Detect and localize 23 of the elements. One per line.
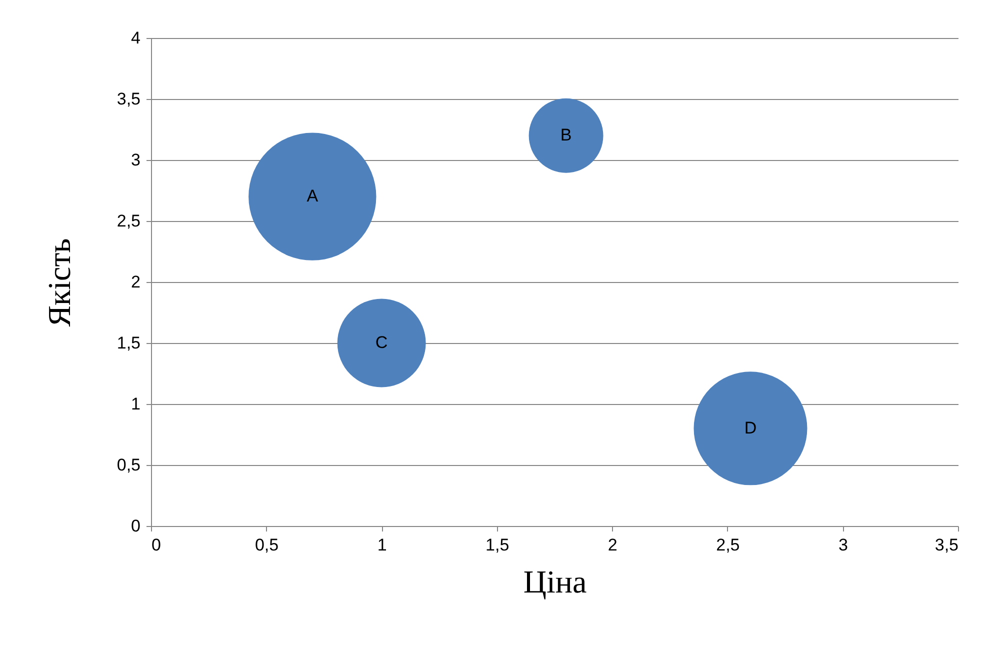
x-tick-label: 0	[152, 536, 161, 554]
series-label: D	[744, 418, 757, 438]
x-tick-label: 2,5	[716, 536, 740, 554]
series-label: B	[560, 126, 572, 145]
y-tick-label: 0	[131, 516, 140, 536]
y-tick-label: 1,5	[116, 334, 140, 352]
x-tick-label: 3,5	[934, 536, 958, 554]
x-axis-title: Ціна	[523, 564, 587, 600]
x-tick-label: 1	[377, 536, 387, 554]
y-tick-label: 0,5	[116, 456, 140, 474]
y-tick-label: 1	[131, 394, 140, 414]
x-tick-label: 2	[608, 536, 618, 554]
y-tick-label: 4	[131, 28, 140, 48]
x-tick-label: 0,5	[254, 536, 279, 554]
y-axis-title: Якість	[40, 238, 77, 327]
x-tick-label: 1,5	[486, 536, 510, 554]
y-tick-label: 2,5	[116, 212, 140, 230]
y-tick-label: 3	[131, 150, 140, 170]
y-tick-label: 2	[131, 272, 140, 292]
y-tick-label: 3,5	[116, 90, 140, 108]
series-label: A	[306, 186, 319, 206]
x-tick-label: 3	[838, 536, 848, 554]
series-label: C	[375, 333, 388, 352]
